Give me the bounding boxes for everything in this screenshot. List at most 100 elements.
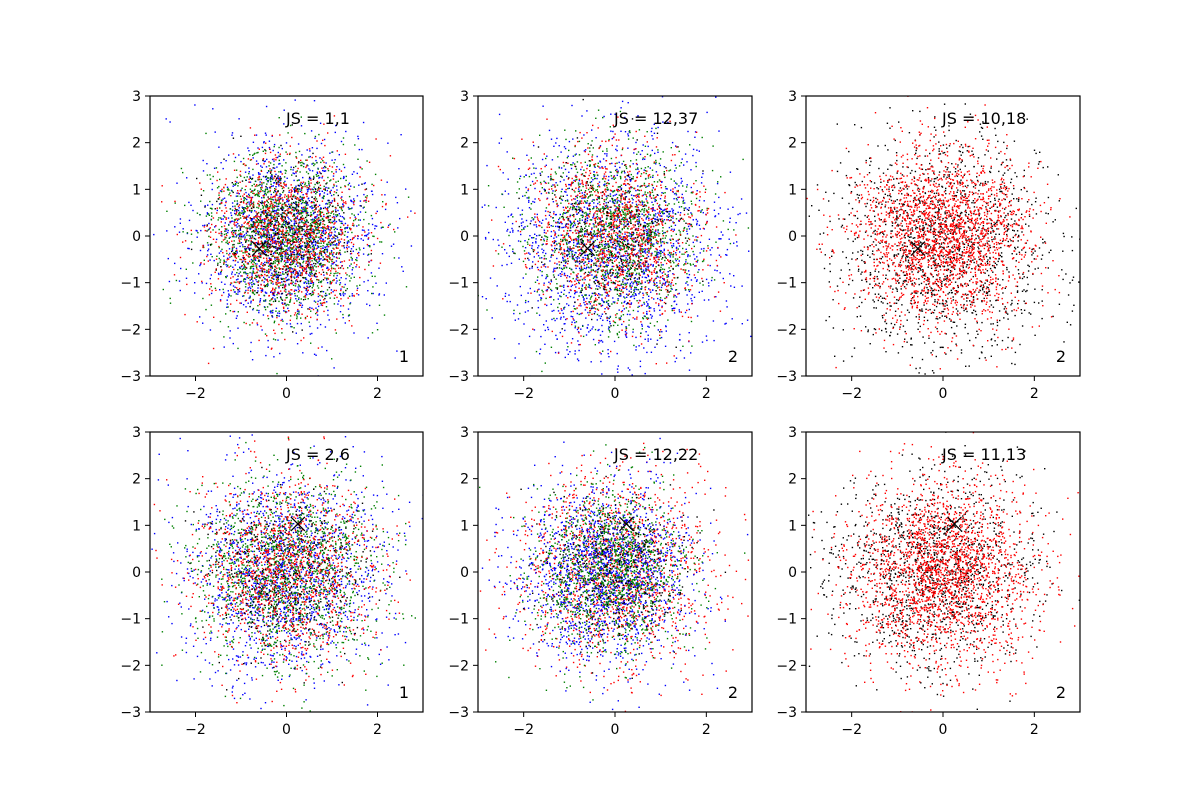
data-point xyxy=(237,289,239,291)
data-point xyxy=(275,250,277,252)
data-point xyxy=(288,218,290,220)
data-point xyxy=(650,130,653,133)
data-point xyxy=(644,276,646,279)
data-point xyxy=(281,173,283,175)
data-point xyxy=(262,210,264,213)
data-point xyxy=(561,309,563,312)
data-point xyxy=(282,186,284,188)
data-point xyxy=(293,166,295,169)
data-point xyxy=(277,291,279,294)
data-point xyxy=(369,304,371,307)
data-point xyxy=(203,259,205,261)
data-point xyxy=(306,215,308,217)
data-point xyxy=(284,172,287,174)
data-point xyxy=(254,255,256,257)
data-point xyxy=(291,227,293,229)
data-point xyxy=(235,218,237,220)
data-point xyxy=(312,178,315,180)
data-point xyxy=(319,213,321,215)
data-point xyxy=(283,273,285,275)
data-point xyxy=(288,310,290,312)
data-point xyxy=(307,259,309,261)
data-point xyxy=(305,235,307,237)
data-point xyxy=(340,298,342,300)
data-point xyxy=(285,294,288,296)
data-point xyxy=(265,134,267,136)
data-point xyxy=(313,274,315,276)
data-point xyxy=(306,263,309,265)
data-point xyxy=(240,160,242,163)
data-point xyxy=(305,231,307,234)
data-point xyxy=(211,289,213,292)
data-point xyxy=(277,240,279,243)
data-point xyxy=(508,294,510,296)
data-point xyxy=(288,278,290,281)
data-point xyxy=(326,259,329,262)
data-point xyxy=(235,235,238,237)
data-point xyxy=(231,217,233,219)
data-point xyxy=(273,163,275,166)
data-point xyxy=(298,229,300,231)
data-point xyxy=(287,209,289,212)
data-point xyxy=(291,263,294,265)
data-point xyxy=(228,293,230,295)
data-point xyxy=(274,339,277,341)
data-point xyxy=(267,181,269,183)
data-point xyxy=(303,337,305,339)
data-point xyxy=(243,234,246,236)
data-point xyxy=(299,286,301,288)
data-point xyxy=(592,307,594,309)
data-point xyxy=(632,283,634,285)
data-point xyxy=(347,184,350,186)
data-point xyxy=(334,268,336,270)
data-point xyxy=(265,166,268,168)
data-point xyxy=(237,255,240,258)
data-point xyxy=(233,253,235,255)
data-point xyxy=(357,219,360,221)
data-point xyxy=(321,232,323,234)
data-point xyxy=(267,346,269,348)
data-point xyxy=(331,281,333,284)
data-point xyxy=(328,286,331,289)
data-point xyxy=(256,217,258,219)
data-point xyxy=(245,299,247,301)
data-point xyxy=(333,256,335,258)
data-point xyxy=(313,231,315,233)
data-point xyxy=(285,185,287,187)
data-point xyxy=(280,297,282,299)
data-point xyxy=(301,154,303,156)
data-point xyxy=(256,271,259,273)
data-point xyxy=(249,127,252,129)
data-point xyxy=(267,177,269,179)
data-point xyxy=(309,224,311,227)
data-point xyxy=(272,297,274,299)
data-point xyxy=(652,209,655,211)
data-point xyxy=(272,283,274,285)
data-point xyxy=(303,225,305,227)
data-point xyxy=(281,278,284,280)
data-point xyxy=(356,225,358,227)
data-point xyxy=(249,249,251,251)
data-point xyxy=(248,172,250,175)
data-point xyxy=(273,229,275,231)
data-point xyxy=(294,274,296,276)
data-point xyxy=(274,212,276,215)
data-point xyxy=(343,260,346,262)
data-point xyxy=(297,236,299,238)
data-point xyxy=(273,209,275,212)
data-point xyxy=(270,178,272,180)
data-point xyxy=(337,209,339,212)
data-point xyxy=(294,292,296,295)
data-point xyxy=(235,181,238,183)
data-point xyxy=(301,220,303,222)
data-point xyxy=(325,162,327,164)
data-point xyxy=(293,188,296,190)
data-point xyxy=(325,306,328,308)
data-point xyxy=(270,251,272,253)
data-point xyxy=(286,259,289,261)
data-point xyxy=(320,304,322,306)
data-point xyxy=(601,330,604,333)
data-point xyxy=(246,276,248,279)
data-point xyxy=(332,291,334,293)
data-point xyxy=(244,207,246,209)
